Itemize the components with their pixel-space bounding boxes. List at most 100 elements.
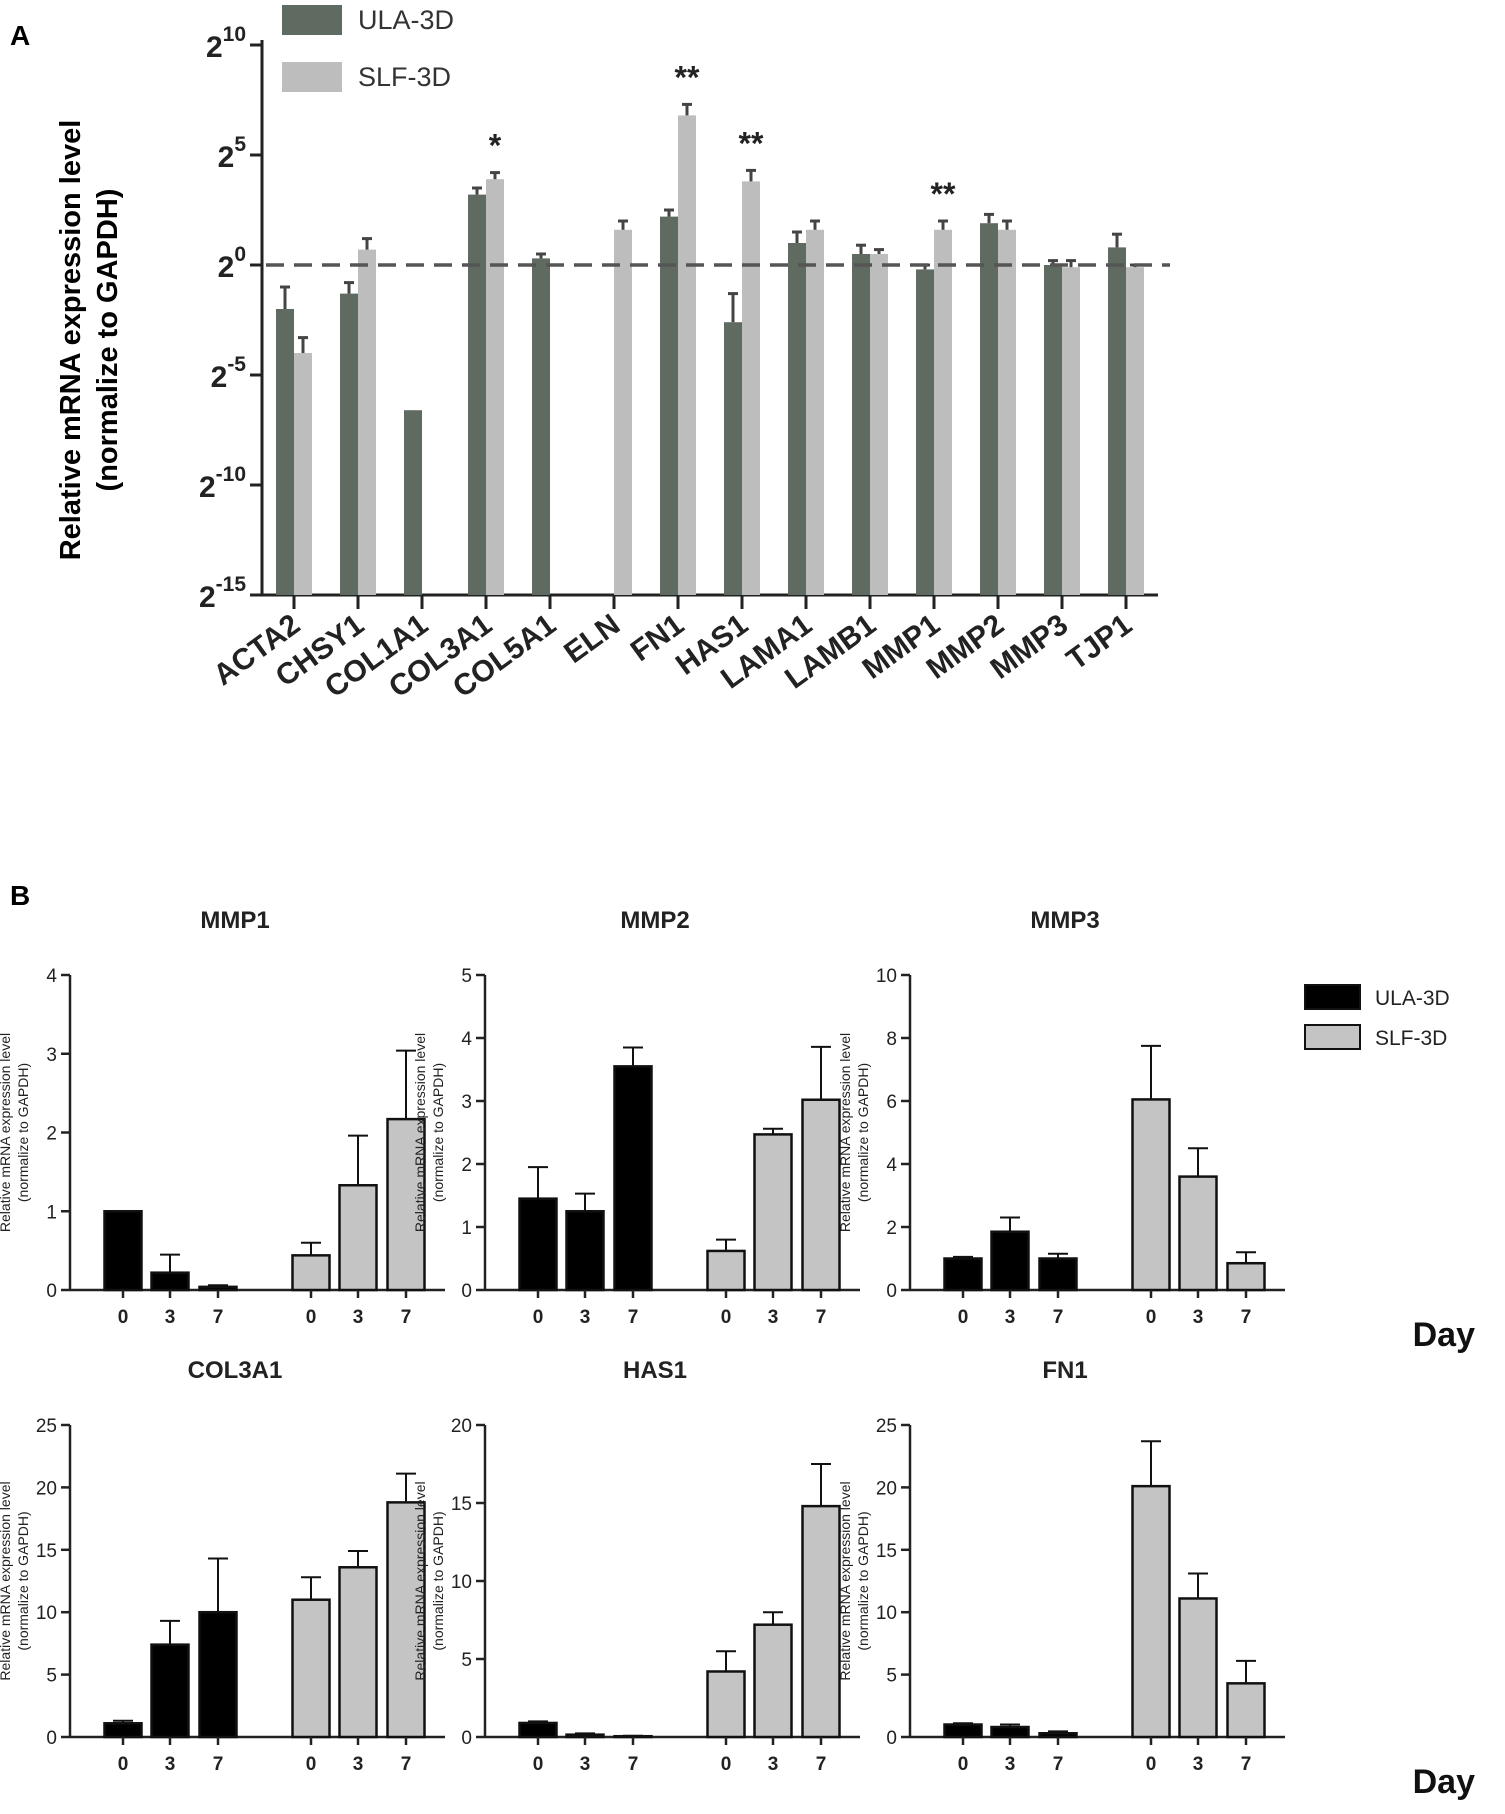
- x-tick-label: 0: [958, 1307, 969, 1328]
- bar-ula-3d-day-0: [518, 1197, 558, 1292]
- legend-swatch-ula-3d: [1304, 984, 1361, 1010]
- y-tick-label: 25: [218, 133, 247, 174]
- bar-slf-3d-day-3: [753, 1133, 793, 1292]
- y-tick-label: 2: [886, 1218, 897, 1239]
- subplot-title: MMP1: [200, 907, 269, 934]
- y-tick-label: 15: [451, 1494, 472, 1515]
- bar-slf-3d-day-3: [338, 1566, 378, 1739]
- panel-a: A Relative mRNA expression level (normaliz…: [10, 5, 1170, 704]
- y-tick-label: 1: [46, 1202, 57, 1223]
- bar-ula-3d-col3a1: [468, 194, 486, 595]
- x-tick-label-eln: ELN: [558, 608, 626, 670]
- y-tick-label: 20: [36, 1478, 57, 1499]
- bar-slf-3d-day-7: [1226, 1682, 1266, 1739]
- x-tick-label: 3: [768, 1754, 779, 1775]
- x-tick-label: 3: [580, 1754, 591, 1775]
- bar-ula-3d-day-0: [943, 1723, 983, 1739]
- x-tick-label: 3: [165, 1754, 176, 1775]
- x-tick-label: 7: [1241, 1754, 1252, 1775]
- x-tick-label: 3: [1005, 1754, 1016, 1775]
- bar-slf-3d-day-3: [753, 1623, 793, 1739]
- x-tick-label: 7: [1241, 1307, 1252, 1328]
- x-tick-label: 0: [1146, 1754, 1157, 1775]
- y-tick-label: 2-10: [199, 463, 246, 504]
- bar-slf-3d-day-3: [1178, 1597, 1218, 1739]
- y-axis-title-line1: Relative mRNA expression level: [0, 1033, 13, 1232]
- x-tick-label: 0: [1146, 1307, 1157, 1328]
- y-axis-title-line1: Relative mRNA expression level: [837, 1033, 853, 1232]
- y-tick-label: 5: [461, 966, 472, 987]
- x-tick-label: 7: [401, 1754, 412, 1775]
- y-tick-label: 20: [451, 1416, 472, 1437]
- x-tick-label: 0: [958, 1754, 969, 1775]
- bar-ula-3d-lamb1: [852, 254, 870, 595]
- bar-ula-3d-acta2: [276, 309, 294, 595]
- bar-slf-3d-acta2: [294, 353, 312, 595]
- bar-slf-3d-chsy1: [358, 249, 376, 595]
- y-tick-label: 2: [46, 1124, 57, 1145]
- x-tick-label: 0: [118, 1754, 129, 1775]
- legend-label-slf-3d: SLF-3D: [358, 62, 451, 92]
- y-tick-base: 2: [199, 471, 216, 504]
- bar-slf-3d-tjp1: [1126, 267, 1144, 595]
- x-tick-label: 3: [353, 1754, 364, 1775]
- y-tick-label: 0: [46, 1728, 57, 1749]
- y-axis-title-line1: Relative mRNA expression level: [412, 1033, 428, 1232]
- bar-ula-3d-day-0: [518, 1721, 558, 1739]
- y-tick-label: 3: [461, 1092, 472, 1113]
- legend-label-ula-3d: ULA-3D: [358, 5, 454, 35]
- y-tick-label: 5: [886, 1666, 897, 1687]
- bar-ula-3d-day-0: [943, 1257, 983, 1292]
- bar-ula-3d-day-7: [198, 1610, 238, 1739]
- y-tick-label: 0: [461, 1728, 472, 1749]
- y-tick-base: 2: [218, 141, 235, 174]
- bar-ula-3d-day-7: [613, 1065, 653, 1292]
- bar-slf-3d-lamb1: [870, 254, 888, 595]
- x-tick-label: 3: [165, 1307, 176, 1328]
- x-axis-title: Day: [1413, 1316, 1475, 1354]
- x-tick-label: 0: [721, 1754, 732, 1775]
- bar-ula-3d-day-7: [198, 1285, 238, 1292]
- subplot-title: COL3A1: [188, 1357, 283, 1384]
- x-tick-label: 3: [1193, 1307, 1204, 1328]
- x-tick-label: 0: [118, 1307, 129, 1328]
- x-tick-label: 0: [306, 1307, 317, 1328]
- y-tick-label: 10: [876, 966, 897, 987]
- y-tick-label: 0: [46, 1281, 57, 1302]
- x-tick-label: 0: [721, 1307, 732, 1328]
- y-axis-title-line2: (normalize to GAPDH): [855, 1063, 871, 1202]
- x-tick-label: 3: [1193, 1754, 1204, 1775]
- bar-slf-3d-day-3: [338, 1184, 378, 1292]
- bar-slf-3d-day-7: [801, 1504, 841, 1739]
- y-axis-title-line1: Relative mRNA expression level: [55, 120, 87, 561]
- y-tick-label: 0: [461, 1281, 472, 1302]
- y-tick-label: 20: [876, 1478, 897, 1499]
- bar-slf-3d-day-0: [291, 1598, 331, 1739]
- y-tick-label: 25: [876, 1416, 897, 1437]
- x-tick-label: 7: [816, 1754, 827, 1775]
- x-tick-label: 7: [628, 1754, 639, 1775]
- y-tick-label: 4: [461, 1029, 472, 1050]
- y-tick-sup: -5: [227, 353, 246, 376]
- y-tick-sup: 0: [234, 243, 246, 266]
- y-tick-sup: 5: [234, 133, 246, 156]
- bar-slf-3d-day-0: [706, 1670, 746, 1739]
- x-tick-label: 0: [306, 1754, 317, 1775]
- bar-slf-3d-mmp2: [998, 229, 1016, 596]
- subplot-title: MMP2: [620, 907, 689, 934]
- bar-slf-3d-mmp3: [1062, 267, 1080, 595]
- x-tick-label-tjp1: TJP1: [1061, 608, 1138, 677]
- x-tick-label: 7: [213, 1307, 224, 1328]
- y-tick-label: 3: [46, 1045, 57, 1066]
- y-axis-title-line1: Relative mRNA expression level: [0, 1481, 13, 1680]
- x-tick-label: 3: [353, 1307, 364, 1328]
- y-tick-label: 4: [886, 1155, 897, 1176]
- subplot-fn1: FN1 Relative mRNA expression level (normal…: [837, 1357, 1475, 1801]
- y-tick-base: 2: [206, 31, 223, 64]
- y-axis-title-line1: Relative mRNA expression level: [837, 1481, 853, 1680]
- legend-label-slf-3d: SLF-3D: [1375, 1027, 1447, 1050]
- y-axis-title: Relative mRNA expression level(normalize…: [837, 1033, 871, 1232]
